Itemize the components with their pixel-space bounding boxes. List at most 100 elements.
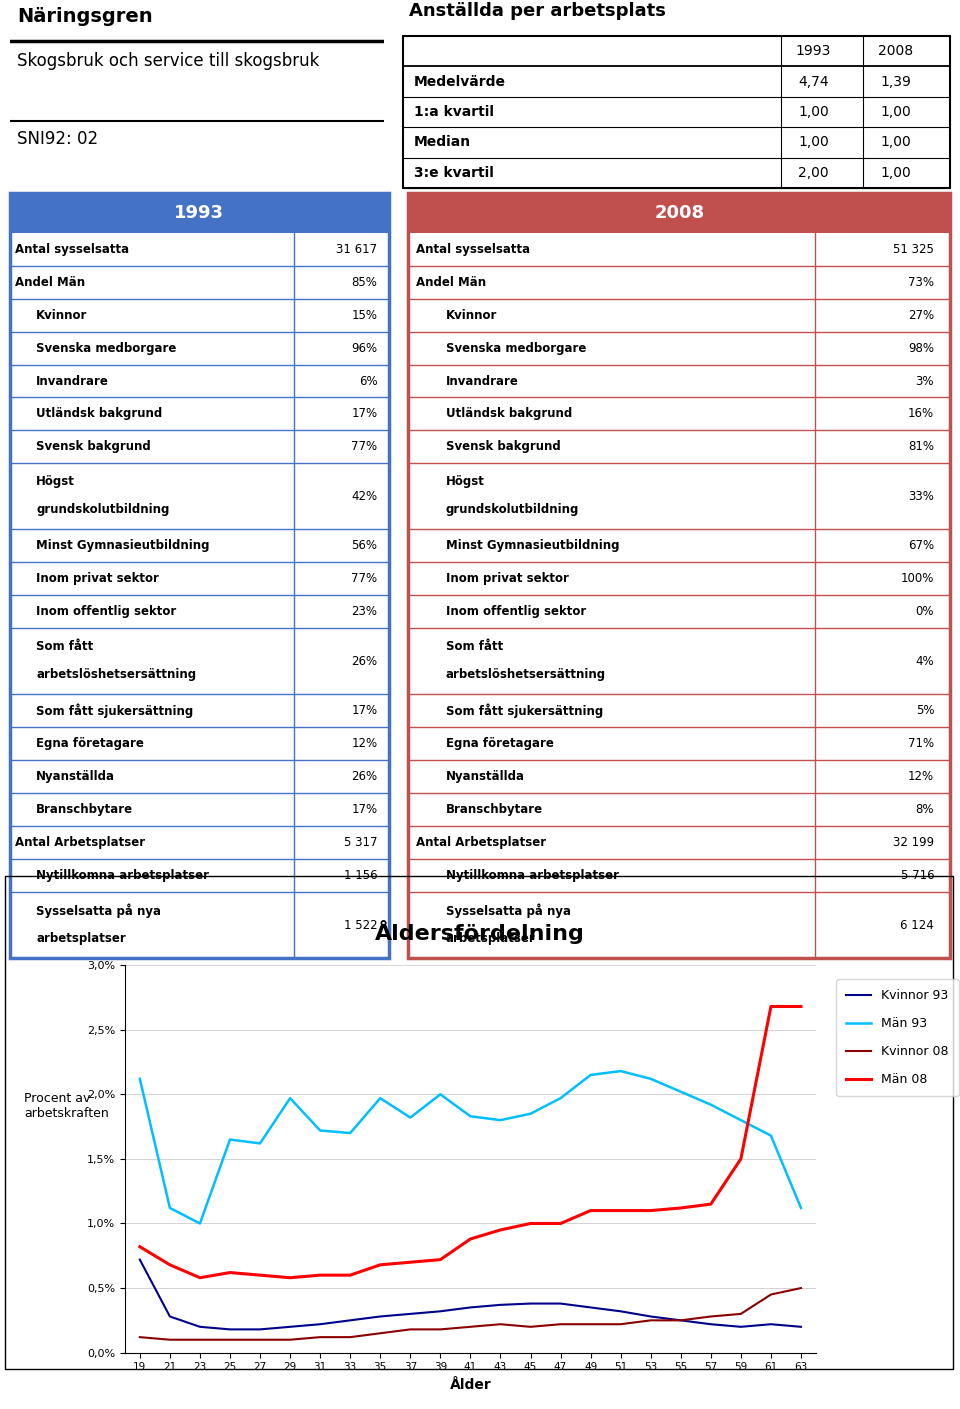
Text: arbetslöshetsersättning: arbetslöshetsersättning — [36, 668, 196, 681]
Text: Utländsk bakgrund: Utländsk bakgrund — [36, 407, 162, 420]
Text: Kvinnor: Kvinnor — [446, 309, 497, 321]
Text: Som fått: Som fått — [36, 640, 93, 654]
Text: Inom privat sektor: Inom privat sektor — [446, 572, 569, 585]
Text: 77%: 77% — [351, 441, 377, 454]
Text: SNI92: 02: SNI92: 02 — [17, 130, 98, 148]
Text: 3:e kvartil: 3:e kvartil — [414, 166, 494, 180]
Text: 1,39: 1,39 — [880, 75, 911, 89]
Text: 6 124: 6 124 — [900, 919, 934, 931]
Text: Svenska medborgare: Svenska medborgare — [36, 341, 177, 355]
Text: Anställda per arbetsplats: Anställda per arbetsplats — [409, 1, 665, 20]
Text: 51 325: 51 325 — [893, 242, 934, 255]
Text: Sysselsatta på nya: Sysselsatta på nya — [446, 903, 571, 917]
Text: 2008: 2008 — [878, 44, 913, 58]
Text: Sysselsatta på nya: Sysselsatta på nya — [36, 903, 161, 917]
Text: 5 716: 5 716 — [900, 869, 934, 882]
Text: 12%: 12% — [351, 737, 377, 750]
Text: Svenska medborgare: Svenska medborgare — [446, 341, 587, 355]
Text: 56%: 56% — [351, 540, 377, 552]
Text: 5 317: 5 317 — [344, 836, 377, 850]
Text: Antal Arbetsplatser: Antal Arbetsplatser — [416, 836, 546, 850]
Text: Svensk bakgrund: Svensk bakgrund — [36, 441, 151, 454]
Text: 26%: 26% — [351, 655, 377, 668]
Text: Kvinnor: Kvinnor — [36, 309, 87, 321]
Text: arbetslöshetsersättning: arbetslöshetsersättning — [446, 668, 606, 681]
Text: Skogsbruk och service till skogsbruk: Skogsbruk och service till skogsbruk — [17, 52, 320, 70]
Text: 1 522: 1 522 — [344, 919, 377, 931]
Text: 2008: 2008 — [654, 204, 705, 221]
Text: Inom privat sektor: Inom privat sektor — [36, 572, 159, 585]
Text: 81%: 81% — [908, 441, 934, 454]
Text: Andel Män: Andel Män — [416, 276, 487, 289]
Text: Nyanställda: Nyanställda — [446, 771, 525, 783]
Text: 98%: 98% — [908, 341, 934, 355]
Text: Svensk bakgrund: Svensk bakgrund — [446, 441, 561, 454]
Text: 33%: 33% — [908, 490, 934, 503]
Text: arbetsplatser: arbetsplatser — [36, 931, 126, 945]
Text: Näringsgren: Näringsgren — [17, 7, 153, 27]
Text: 23%: 23% — [351, 606, 377, 619]
Text: Högst: Högst — [36, 475, 75, 489]
Text: 1,00: 1,00 — [880, 135, 911, 149]
Text: Procent av
arbetskraften: Procent av arbetskraften — [24, 1092, 108, 1120]
Text: 1993: 1993 — [796, 44, 831, 58]
Text: 0%: 0% — [916, 606, 934, 619]
Text: grundskolutbildning: grundskolutbildning — [446, 503, 579, 516]
Text: Antal Arbetsplatser: Antal Arbetsplatser — [15, 836, 145, 850]
Text: 42%: 42% — [351, 490, 377, 503]
Text: 16%: 16% — [908, 407, 934, 420]
Text: Medelvärde: Medelvärde — [414, 75, 506, 89]
Text: 5%: 5% — [916, 704, 934, 717]
Text: grundskolutbildning: grundskolutbildning — [36, 503, 170, 516]
Text: Invandrare: Invandrare — [36, 375, 109, 387]
Text: 27%: 27% — [908, 309, 934, 321]
Text: Andel Män: Andel Män — [15, 276, 85, 289]
Text: 4%: 4% — [916, 655, 934, 668]
Text: 12%: 12% — [908, 771, 934, 783]
Text: Som fått sjukersättning: Som fått sjukersättning — [446, 703, 603, 719]
Text: 100%: 100% — [900, 572, 934, 585]
Text: 2,00: 2,00 — [799, 166, 828, 180]
Bar — [10, 193, 389, 232]
Text: 17%: 17% — [351, 407, 377, 420]
Text: 1:a kvartil: 1:a kvartil — [414, 106, 494, 118]
Text: 73%: 73% — [908, 276, 934, 289]
Text: 1 156: 1 156 — [344, 869, 377, 882]
Text: 3%: 3% — [916, 375, 934, 387]
Bar — [408, 193, 950, 232]
Text: 1,00: 1,00 — [880, 106, 911, 118]
Text: Antal sysselsatta: Antal sysselsatta — [416, 242, 530, 255]
Text: Högst: Högst — [446, 475, 485, 489]
Text: 67%: 67% — [908, 540, 934, 552]
Text: 31 617: 31 617 — [336, 242, 377, 255]
Text: 1,00: 1,00 — [798, 135, 829, 149]
Text: 6%: 6% — [359, 375, 377, 387]
Text: 71%: 71% — [908, 737, 934, 750]
Text: Inom offentlig sektor: Inom offentlig sektor — [446, 606, 587, 619]
Text: Utländsk bakgrund: Utländsk bakgrund — [446, 407, 572, 420]
Text: Antal sysselsatta: Antal sysselsatta — [15, 242, 130, 255]
Text: 1993: 1993 — [174, 204, 225, 221]
Text: Som fått: Som fått — [446, 640, 503, 654]
Text: Invandrare: Invandrare — [446, 375, 518, 387]
Text: Egna företagare: Egna företagare — [36, 737, 144, 750]
Text: Branschbytare: Branschbytare — [36, 803, 133, 816]
X-axis label: Ålder: Ålder — [449, 1378, 492, 1392]
Text: Nyanställda: Nyanställda — [36, 771, 115, 783]
Text: Åldersfördelning: Åldersfördelning — [375, 920, 585, 944]
Text: 85%: 85% — [351, 276, 377, 289]
Text: 96%: 96% — [351, 341, 377, 355]
Legend: Kvinnor 93, Män 93, Kvinnor 08, Män 08: Kvinnor 93, Män 93, Kvinnor 08, Män 08 — [836, 979, 959, 1096]
Text: 4,74: 4,74 — [799, 75, 828, 89]
Text: Median: Median — [414, 135, 471, 149]
Text: 8%: 8% — [916, 803, 934, 816]
Text: 77%: 77% — [351, 572, 377, 585]
Text: Branschbytare: Branschbytare — [446, 803, 543, 816]
Text: 15%: 15% — [351, 309, 377, 321]
Text: 17%: 17% — [351, 803, 377, 816]
Text: Minst Gymnasieutbildning: Minst Gymnasieutbildning — [36, 540, 209, 552]
Text: 26%: 26% — [351, 771, 377, 783]
Text: Egna företagare: Egna företagare — [446, 737, 554, 750]
Text: 32 199: 32 199 — [893, 836, 934, 850]
Bar — [403, 37, 950, 187]
